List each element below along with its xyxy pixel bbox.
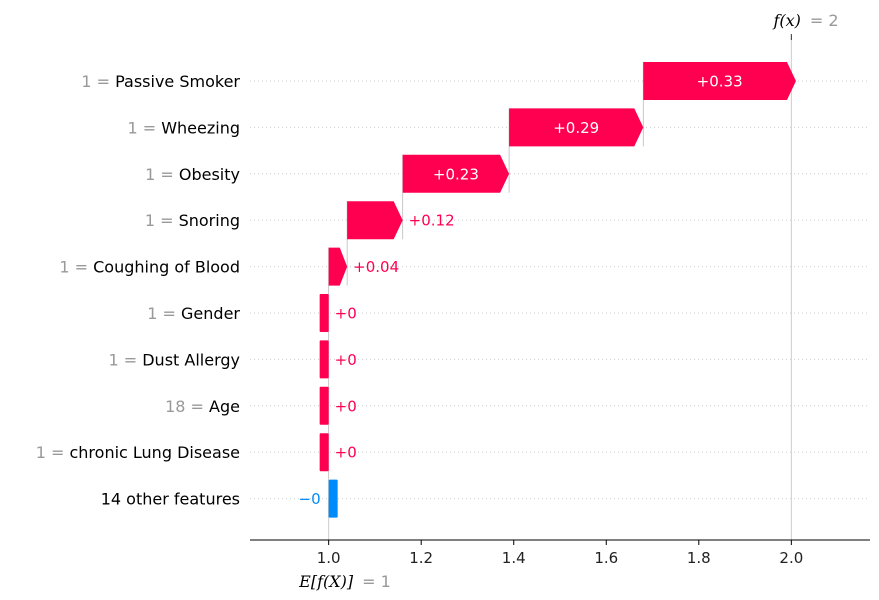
base-value-text: = 1 (362, 572, 391, 591)
feature-value: 1 = (36, 443, 70, 462)
feature-name: Coughing of Blood (93, 258, 240, 277)
feature-name: 14 other features (101, 490, 240, 509)
feature-label: 18 = Age (165, 397, 240, 416)
bar-value-label: +0 (335, 397, 357, 415)
feature-value: 1 = (108, 350, 142, 369)
feature-label: 1 = Coughing of Blood (59, 258, 240, 277)
x-tick-label: 1.4 (502, 549, 526, 567)
feature-label: 1 = Obesity (145, 165, 240, 184)
bar-4 (328, 247, 348, 286)
feature-label: 1 = Passive Smoker (81, 72, 240, 91)
bar-value-label: −0 (299, 490, 321, 508)
bar-value-label: +0.23 (433, 165, 479, 183)
bar-1 (509, 108, 644, 147)
bar-3 (347, 201, 403, 240)
base-label: E[f(X)] (298, 572, 354, 591)
bar-9 (328, 479, 338, 518)
bar-7 (319, 386, 329, 425)
feature-label: 1 = Dust Allergy (108, 350, 240, 369)
feature-value: 1 = (59, 258, 93, 277)
output-value-text: = 2 (810, 11, 839, 30)
bar-2 (402, 154, 510, 193)
feature-label: 1 = Snoring (145, 211, 240, 230)
feature-value: 1 = (81, 72, 115, 91)
x-axis: 1.0 1.2 1.4 1.6 1.8 2.0 (250, 539, 870, 567)
bar-value-label: +0.29 (553, 119, 599, 137)
feature-name: chronic Lung Disease (69, 443, 240, 462)
bar-value-label: +0 (335, 305, 357, 323)
feature-label: 1 = Wheezing (127, 118, 240, 137)
feature-name: Age (209, 397, 240, 416)
feature-name: Obesity (179, 165, 240, 184)
feature-name: Dust Allergy (142, 350, 240, 369)
x-tick-label: 2.0 (779, 549, 803, 567)
feature-label: 1 = chronic Lung Disease (36, 443, 240, 462)
x-tick-label: 1.6 (594, 549, 618, 567)
feature-label: 1 = Gender (147, 304, 240, 323)
bar-6 (319, 340, 329, 379)
bar-5 (319, 294, 329, 332)
x-tick-label: 1.0 (317, 549, 341, 567)
base-value-label: E[f(X)] = 1 (298, 572, 391, 591)
x-tick-label: 1.8 (687, 549, 711, 567)
feature-name: Wheezing (161, 118, 240, 137)
output-label: f(x) (772, 11, 800, 30)
feature-name: Gender (181, 304, 240, 323)
feature-name: Passive Smoker (115, 72, 240, 91)
output-value-label: f(x) = 2 (772, 11, 838, 30)
bar-0 (643, 62, 796, 100)
bar-8 (319, 433, 329, 472)
bar-value-label: +0.33 (697, 73, 743, 91)
bar-value-label: +0 (335, 351, 357, 369)
feature-label: 14 other features (101, 490, 240, 509)
bars: +0.33 +0.29 +0.23 +0.12 +0.04 +0 +0 +0 +0 −0 (299, 62, 796, 518)
feature-name: Snoring (179, 211, 240, 230)
svg-text:E[f(X)] = 1: E[f(X)] = 1 (298, 572, 391, 591)
feature-value: 1 = (145, 165, 179, 184)
feature-value: 1 = (147, 304, 181, 323)
feature-value: 1 = (127, 118, 161, 137)
svg-text:f(x) = 2: f(x) = 2 (772, 11, 838, 30)
bar-value-label: +0 (335, 444, 357, 462)
feature-value: 18 = (165, 397, 209, 416)
x-tick-label: 1.2 (409, 549, 433, 567)
bar-value-label: +0.04 (353, 258, 399, 276)
feature-value: 1 = (145, 211, 179, 230)
bar-value-label: +0.12 (409, 212, 455, 230)
